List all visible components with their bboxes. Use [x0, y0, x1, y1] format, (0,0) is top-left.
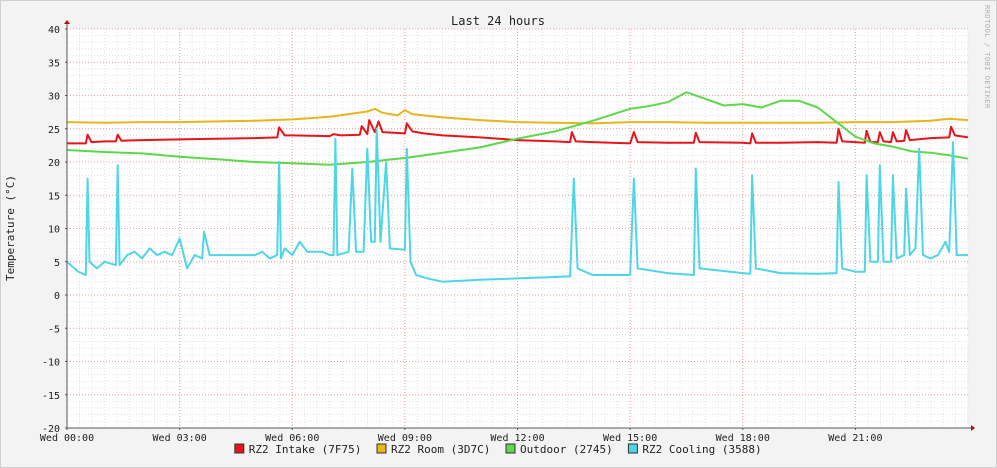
x-tick-label: Wed 03:00	[153, 433, 207, 444]
chart-title: Last 24 hours	[451, 14, 545, 28]
legend-swatch	[234, 443, 245, 454]
y-tick-label: 25	[48, 125, 60, 136]
x-tick-label: Wed 00:00	[40, 433, 94, 444]
legend-label: RZ2 Room (3D7C)	[391, 443, 490, 456]
x-tick-label: Wed 15:00	[603, 433, 657, 444]
y-tick-label: 5	[54, 258, 60, 269]
y-tick-label: 15	[48, 191, 60, 202]
y-tick-label: 0	[54, 291, 60, 302]
x-tick-label: Wed 09:00	[378, 433, 432, 444]
y-tick-label: -5	[48, 324, 60, 335]
legend-item: RZ2 Intake (7F75)	[234, 443, 362, 456]
legend-swatch	[505, 443, 516, 454]
y-tick-labels: 40 35 30 25 20 15 10 5 0 -5 -10 -15 -20	[42, 25, 67, 435]
y-tick-label: 20	[48, 158, 60, 169]
axes	[64, 20, 975, 431]
x-tick-labels: Wed 00:00 Wed 03:00 Wed 06:00 Wed 09:00 Wed …	[40, 428, 882, 444]
legend-item: RZ2 Room (3D7C)	[376, 443, 490, 456]
y-tick-label: -15	[42, 391, 60, 402]
legend-label: Outdoor (2745)	[520, 443, 613, 456]
series-line	[66, 127, 968, 283]
series-line	[66, 107, 969, 125]
legend-swatch	[627, 443, 638, 454]
legend-item: Outdoor (2745)	[505, 443, 613, 456]
series-line	[66, 91, 969, 166]
y-tick-label: 10	[48, 225, 60, 236]
x-tick-label: Wed 21:00	[828, 433, 882, 444]
y-tick-label: 30	[48, 92, 60, 103]
y-tick-label: -20	[42, 424, 60, 435]
legend-item: RZ2 Cooling (3588)	[627, 443, 762, 456]
y-axis-arrow	[64, 20, 70, 24]
series-layer	[66, 91, 969, 283]
rrdtool-watermark: RRDTOOL / TOBI OETIKER	[983, 5, 991, 109]
legend-swatch	[376, 443, 387, 454]
x-tick-label: Wed 06:00	[265, 433, 319, 444]
x-axis-arrow	[971, 425, 975, 431]
x-tick-label: Wed 18:00	[716, 433, 770, 444]
y-tick-label: 35	[48, 58, 60, 69]
y-tick-label: 40	[48, 25, 60, 36]
x-tick-label: Wed 12:00	[490, 433, 544, 444]
series-line	[67, 119, 969, 145]
y-axis-title: Temperature (°C)	[4, 175, 17, 281]
legend: RZ2 Intake (7F75) RZ2 Room (3D7C) Outdoor …	[234, 443, 762, 456]
legend-label: RZ2 Intake (7F75)	[249, 443, 362, 456]
plot-area	[64, 20, 975, 431]
y-tick-label: -10	[42, 358, 60, 369]
legend-label: RZ2 Cooling (3588)	[642, 443, 761, 456]
